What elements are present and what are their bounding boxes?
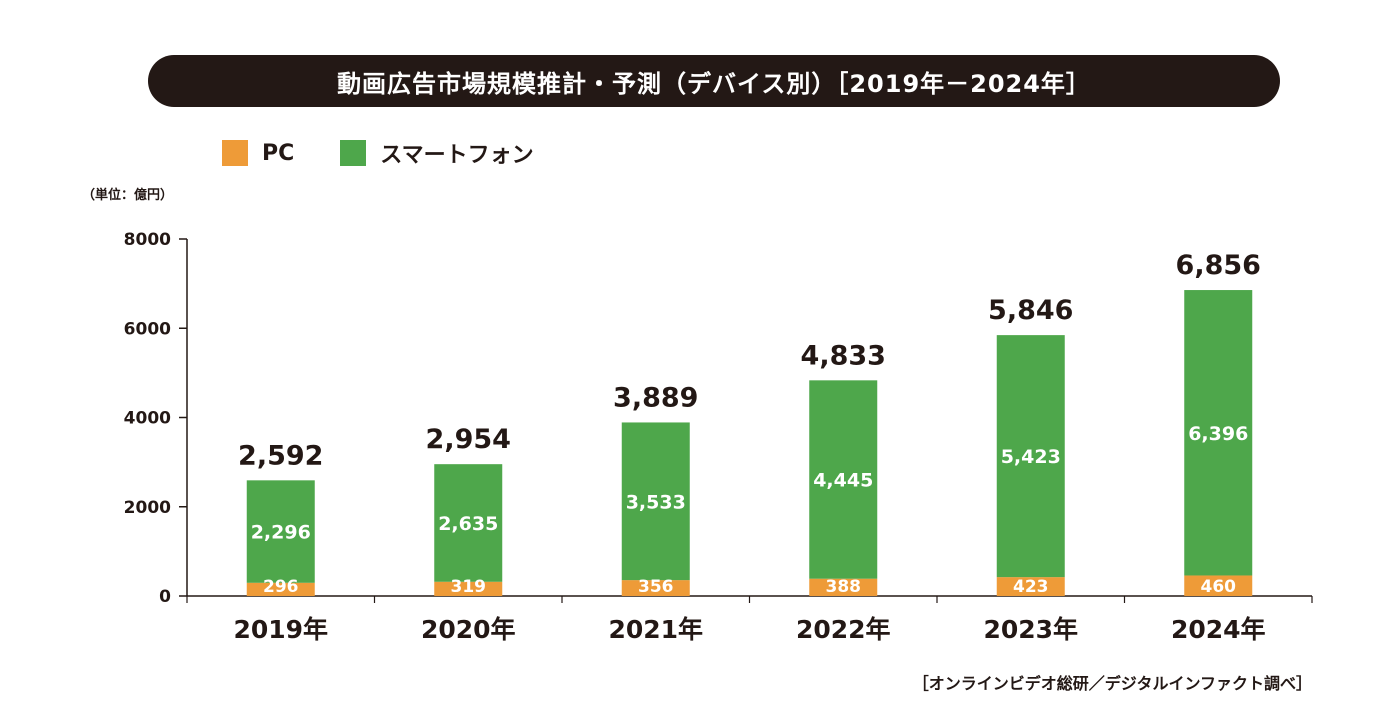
x-tick-label: 2022年 xyxy=(796,615,891,644)
bar-pc xyxy=(621,580,690,596)
y-tick-label: 4000 xyxy=(124,409,171,429)
legend-label-pc: PC xyxy=(262,140,295,166)
data-label-pc: 460 xyxy=(1201,577,1237,597)
legend-swatch-smartphone xyxy=(340,140,367,166)
data-label-pc: 356 xyxy=(638,577,674,597)
data-label-smartphone: 2,296 xyxy=(251,522,311,544)
legend-item-smartphone: スマートフォン xyxy=(340,137,534,169)
y-tick-label: 6000 xyxy=(124,319,171,339)
bar-smartphone xyxy=(996,335,1065,578)
data-label-smartphone: 6,396 xyxy=(1188,423,1248,445)
y-tick-label: 2000 xyxy=(124,498,171,518)
legend: PC スマートフォン xyxy=(222,136,580,170)
data-label-pc: 423 xyxy=(1013,577,1049,597)
legend-swatch-pc xyxy=(222,140,248,166)
data-label-smartphone: 3,533 xyxy=(626,491,686,513)
legend-label-smartphone: スマートフォン xyxy=(380,143,534,168)
bar-smartphone xyxy=(246,480,315,583)
data-label-pc: 319 xyxy=(451,577,487,597)
total-label: 6,856 xyxy=(1176,250,1261,281)
total-label: 5,846 xyxy=(988,295,1073,326)
bar-pc xyxy=(809,578,878,596)
data-label-smartphone: 5,423 xyxy=(1001,446,1061,468)
bar-smartphone xyxy=(434,464,503,582)
x-tick-label: 2024年 xyxy=(1171,615,1266,644)
bar-smartphone xyxy=(1184,290,1253,576)
y-tick-label: 8000 xyxy=(124,230,171,250)
bar-pc xyxy=(246,582,315,596)
data-label-pc: 296 xyxy=(263,577,299,597)
total-label: 4,833 xyxy=(801,340,886,371)
unit-label: （単位：億円） xyxy=(82,188,174,203)
x-tick-label: 2023年 xyxy=(983,615,1078,644)
x-tick-label: 2019年 xyxy=(233,615,328,644)
chart-title: 動画広告市場規模推計・予測（デバイス別）［2019年－2024年］ xyxy=(148,55,1280,107)
bar-smartphone xyxy=(621,422,690,581)
bar-pc xyxy=(1184,575,1253,596)
total-label: 2,592 xyxy=(238,440,323,471)
data-label-smartphone: 4,445 xyxy=(813,470,873,492)
y-tick-label: 0 xyxy=(159,587,171,607)
data-label-smartphone: 2,635 xyxy=(438,513,498,535)
total-label: 3,889 xyxy=(613,382,698,413)
x-tick-label: 2020年 xyxy=(421,615,516,644)
bar-pc xyxy=(996,577,1065,596)
bar-pc xyxy=(434,581,503,596)
legend-item-pc: PC xyxy=(222,140,294,166)
x-tick-label: 2021年 xyxy=(608,615,703,644)
source-note: ［オンラインビデオ総研／デジタルインファクト調べ］ xyxy=(912,674,1312,693)
bar-smartphone xyxy=(809,380,878,579)
total-label: 2,954 xyxy=(426,424,511,455)
data-label-pc: 388 xyxy=(826,577,862,597)
